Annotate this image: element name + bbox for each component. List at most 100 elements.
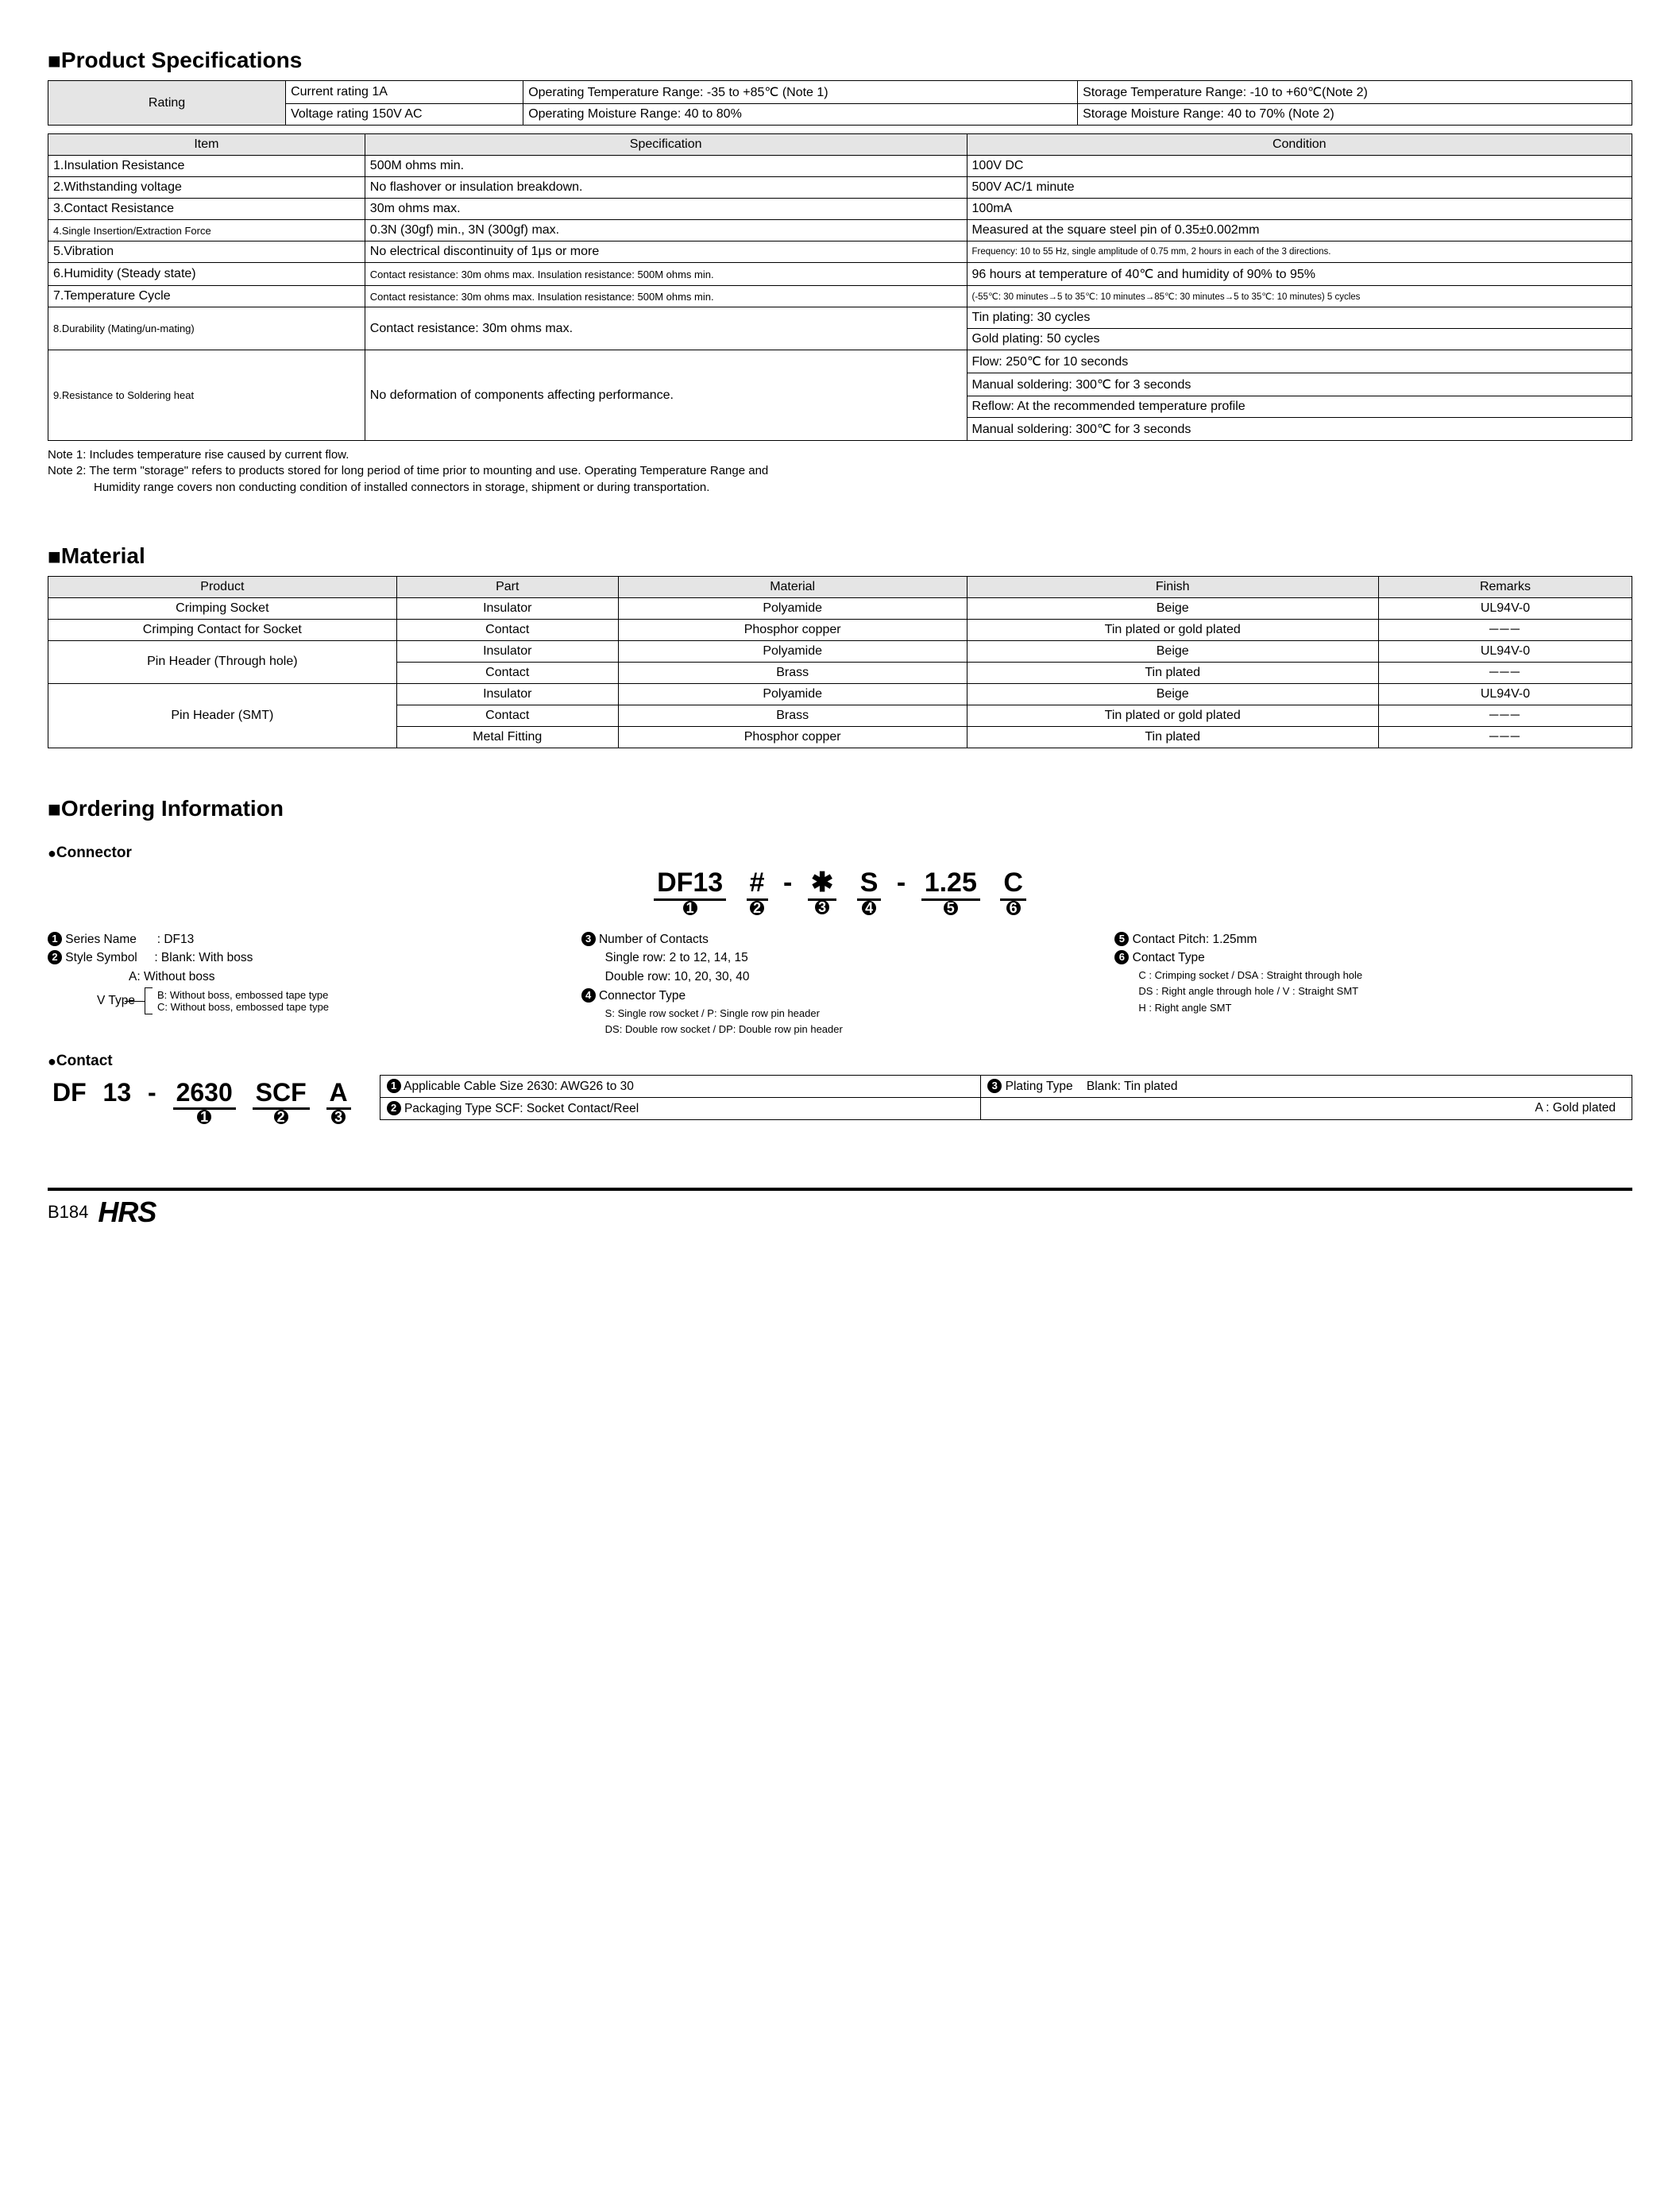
mat-p1-mat: Polyamide: [618, 597, 967, 619]
mat-p3b-fin: Tin plated: [967, 662, 1378, 683]
circ-3-icon: 3: [987, 1079, 1002, 1093]
spec-r9-cond4: Manual soldering: 300℃ for 3 seconds: [967, 418, 1632, 441]
cdiag-seg-2: SCF2: [253, 1078, 310, 1110]
diag-num-6: 6: [1006, 901, 1021, 915]
spec-r6-spec: Contact resistance: 30m ohms max. Insula…: [365, 263, 967, 286]
spec-r7-item: 7.Temperature Cycle: [48, 286, 365, 307]
legend-6a: C : Crimping socket / DSA : Straight thr…: [1114, 968, 1632, 983]
mat-h4: Finish: [967, 576, 1378, 597]
mat-p1-rem: UL94V-0: [1378, 597, 1632, 619]
mat-p1-fin: Beige: [967, 597, 1378, 619]
ct-r1c2: 3 Plating Type Blank: Tin plated: [981, 1075, 1632, 1097]
cdiag-num-2: 2: [274, 1110, 288, 1124]
legend-4a: S: Single row socket / P: Single row pin…: [581, 1007, 1099, 1021]
mat-p3b-rem: ───: [1378, 662, 1632, 683]
diag-num-5: 5: [944, 901, 958, 915]
ct-r1c1: 1 Applicable Cable Size 2630: AWG26 to 3…: [380, 1075, 981, 1097]
diag-seg-5: 1.255: [921, 867, 980, 901]
note-2b: Humidity range covers non conducting con…: [48, 480, 1632, 496]
mat-p3a-mat: Polyamide: [618, 640, 967, 662]
circ-4-icon: 4: [581, 988, 596, 1003]
rating-r2c2: Operating Moisture Range: 40 to 80%: [523, 104, 1078, 126]
cdiag-seg-1: 26301: [173, 1078, 236, 1110]
diag-seg-6: C6: [1000, 867, 1026, 901]
legend-4b: DS: Double row socket / DP: Double row p…: [581, 1022, 1099, 1037]
mat-p3: Pin Header (Through hole): [48, 640, 397, 683]
legend-5: 5 Contact Pitch: 1.25mm: [1114, 931, 1632, 949]
diag-num-1: 1: [683, 901, 697, 915]
mat-p4a-part: Insulator: [396, 683, 618, 705]
mat-p4a-rem: UL94V-0: [1378, 683, 1632, 705]
spec-r1-cond: 100V DC: [967, 156, 1632, 177]
diag-sep: -: [783, 867, 792, 898]
contact-sub-text: Contact: [56, 1053, 113, 1069]
bracket-icon: [145, 987, 153, 1014]
spec-r5-cond: Frequency: 10 to 55 Hz, single amplitude…: [967, 241, 1632, 263]
spec-r9-cond1: Flow: 250℃ for 10 seconds: [967, 350, 1632, 373]
ct-r2c2: A : Gold plated: [981, 1097, 1632, 1119]
contact-section: DF 13 - 26301 SCF2 A3 1 Applicable Cable…: [48, 1075, 1632, 1140]
diag-sep: -: [897, 867, 906, 898]
spec-r6-item: 6.Humidity (Steady state): [48, 263, 365, 286]
rating-r2c1: Voltage rating 150V AC: [286, 104, 523, 126]
cdiag-pre2: 13: [103, 1078, 132, 1107]
footer: B184 HRS: [48, 1188, 1632, 1229]
spec-r8-cond1: Tin plating: 30 cycles: [967, 307, 1632, 329]
spec-title-text: Product Specifications: [61, 48, 302, 72]
cdiag-num-1: 1: [197, 1110, 211, 1124]
mat-p3a-part: Insulator: [396, 640, 618, 662]
spec-r4-item: 4.Single Insertion/Extraction Force: [48, 220, 365, 241]
notes-block: Note 1: Includes temperature rise caused…: [48, 447, 1632, 496]
spec-r7-cond: (-55℃: 30 minutes→5 to 35℃: 10 minutes→8…: [967, 286, 1632, 307]
circ-1-icon: 1: [48, 932, 62, 946]
spec-r9-cond3: Reflow: At the recommended temperature p…: [967, 396, 1632, 418]
mat-p1: Crimping Socket: [48, 597, 397, 619]
circ-1-icon: 1: [387, 1079, 401, 1093]
spec-r5-spec: No electrical discontinuity of 1μs or mo…: [365, 241, 967, 263]
diag-seg-3: ✱3: [808, 867, 837, 901]
mat-p4c-mat: Phosphor copper: [618, 726, 967, 748]
mat-p4a-fin: Beige: [967, 683, 1378, 705]
rating-header: Rating: [48, 81, 286, 126]
material-table: Product Part Material Finish Remarks Cri…: [48, 576, 1632, 748]
rating-r1c3: Storage Temperature Range: -10 to +60℃(N…: [1078, 81, 1632, 104]
mat-h5: Remarks: [1378, 576, 1632, 597]
legend-3b: Double row: 10, 20, 30, 40: [581, 968, 1099, 986]
circ-6-icon: 6: [1114, 950, 1129, 964]
legend-col-1: 1 Series Name : DF13 2 Style Symbol : Bl…: [48, 931, 566, 1038]
legend-2: 2 Style Symbol : Blank: With boss: [48, 949, 566, 967]
mat-p3a-fin: Beige: [967, 640, 1378, 662]
diag-num-2: 2: [750, 901, 764, 915]
ct-r2c1: 2 Packaging Type SCF: Socket Contact/Ree…: [380, 1097, 981, 1119]
spec-r5-item: 5.Vibration: [48, 241, 365, 263]
spec-h2: Specification: [365, 134, 967, 156]
legend-4: 4 Connector Type: [581, 987, 1099, 1005]
spec-table: Item Specification Condition 1.Insulatio…: [48, 133, 1632, 441]
square-bullet-icon: ■: [48, 48, 61, 74]
connector-subtitle: ●Connector: [48, 844, 1632, 862]
circ-3-icon: 3: [581, 932, 596, 946]
note-2: Note 2: The term "storage" refers to pro…: [48, 463, 1632, 479]
section-title-material: ■Material: [48, 543, 1632, 570]
mat-h1: Product: [48, 576, 397, 597]
mat-p4c-rem: ───: [1378, 726, 1632, 748]
square-bullet-icon: ■: [48, 544, 61, 570]
spec-r1-spec: 500M ohms min.: [365, 156, 967, 177]
diag-num-4: 4: [862, 901, 876, 915]
spec-r9-cond2: Manual soldering: 300℃ for 3 seconds: [967, 373, 1632, 396]
material-title-text: Material: [61, 543, 145, 568]
spec-r4-spec: 0.3N (30gf) min., 3N (300gf) max.: [365, 220, 967, 241]
mat-p4c-part: Metal Fitting: [396, 726, 618, 748]
mat-p3b-part: Contact: [396, 662, 618, 683]
legend-col-3: 5 Contact Pitch: 1.25mm 6 Contact Type C…: [1114, 931, 1632, 1038]
mat-p4a-mat: Polyamide: [618, 683, 967, 705]
spec-r8-cond2: Gold plating: 50 cycles: [967, 329, 1632, 350]
page-number: B184: [48, 1202, 88, 1223]
round-bullet-icon: ●: [48, 1053, 56, 1069]
vtype-options: B: Without boss, embossed tape type C: W…: [157, 989, 329, 1013]
mat-p3a-rem: UL94V-0: [1378, 640, 1632, 662]
section-title-ordering: ■Ordering Information: [48, 796, 1632, 822]
vtype-block: V Type B: Without boss, embossed tape ty…: [48, 987, 566, 1014]
contact-diagram: DF 13 - 26301 SCF2 A3: [48, 1078, 356, 1132]
legend-1: 1 Series Name : DF13: [48, 931, 566, 949]
